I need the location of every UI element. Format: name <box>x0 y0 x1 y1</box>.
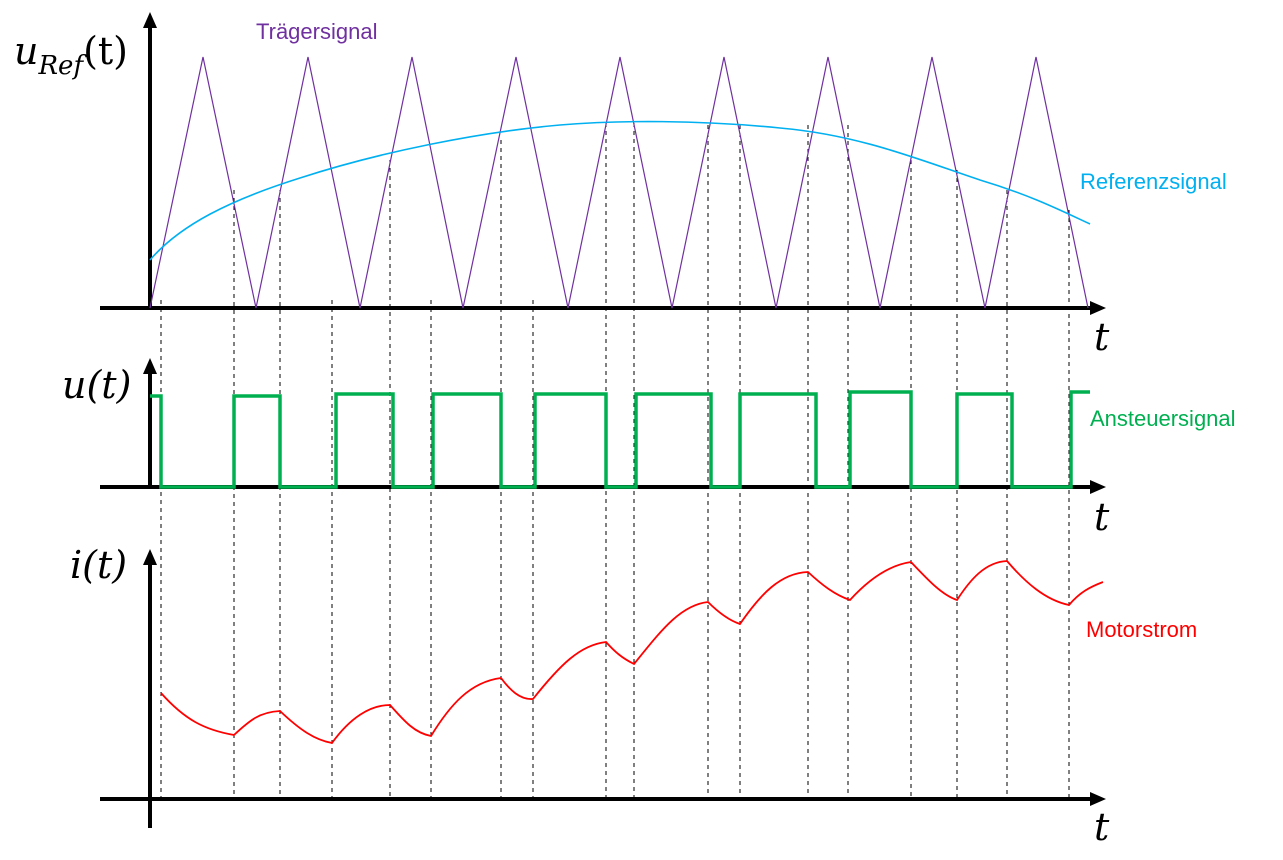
ref-axis-label: uRef(t) <box>14 29 128 81</box>
current-panel-y-arrow <box>143 549 157 565</box>
drive-axis-label: u(t) <box>62 363 131 407</box>
reference-signal-curve <box>149 120 1091 261</box>
motor-current-label: Motorstrom <box>1086 617 1197 642</box>
carrier-signal-triangle-wave <box>149 56 1089 309</box>
drive-panel-time-label: t <box>1094 495 1110 539</box>
ref-panel-time-label: t <box>1094 315 1110 359</box>
carrier-signal-label: Trägersignal <box>256 19 377 44</box>
drive-signal-pwm <box>150 390 1090 489</box>
drive-panel-x-arrow <box>1090 480 1106 494</box>
ref-panel-y-arrow <box>143 12 157 28</box>
drive-panel-y-arrow <box>143 358 157 374</box>
ref-panel-x-arrow <box>1090 301 1106 315</box>
current-panel-time-label: t <box>1094 805 1110 849</box>
switching-guides <box>160 123 1070 800</box>
drive-signal-label: Ansteuersignal <box>1090 406 1236 431</box>
reference-signal-label: Referenzsignal <box>1080 169 1227 194</box>
current-axis-label: i(t) <box>70 543 127 587</box>
motor-current-curve <box>160 560 1104 744</box>
current-panel-x-arrow <box>1090 792 1106 806</box>
